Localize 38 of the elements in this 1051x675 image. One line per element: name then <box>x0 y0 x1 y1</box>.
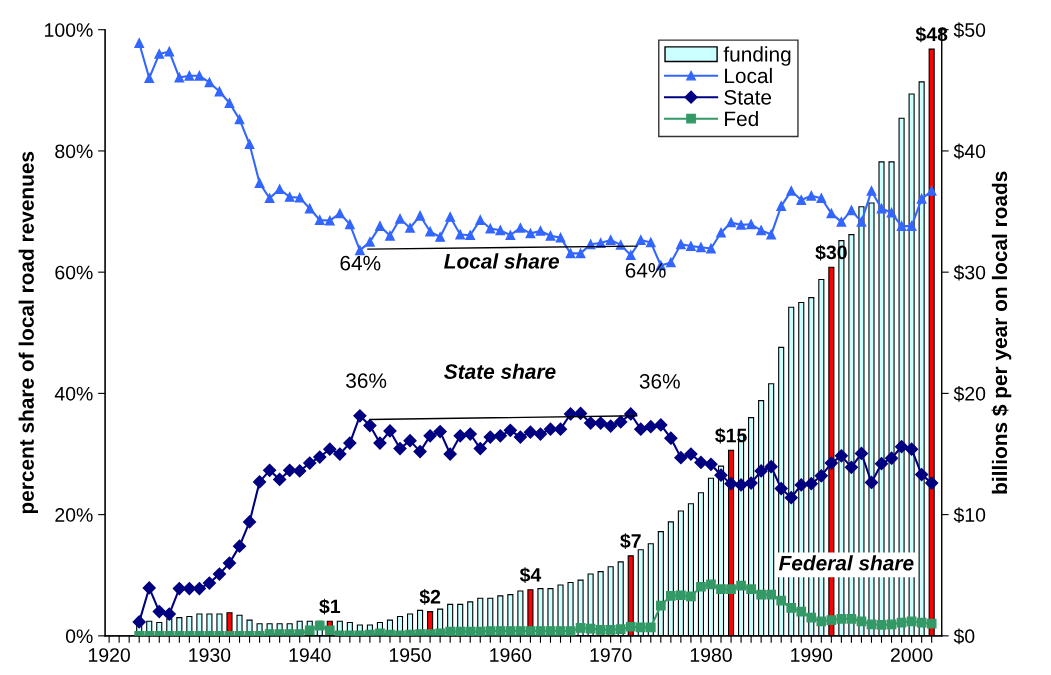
annotation: Federal share <box>778 555 914 571</box>
x-tick-label: 1930 <box>189 648 231 662</box>
data-label: $2 <box>419 588 441 605</box>
data-label: $7 <box>620 533 641 550</box>
x-tick-label: 1950 <box>389 648 431 662</box>
legend-label: funding <box>723 46 791 66</box>
annotation: 36% <box>639 373 680 389</box>
y-tick-label: 0% <box>65 629 93 644</box>
y-tick-label: 80% <box>55 144 93 159</box>
legend-label: State <box>724 89 772 105</box>
legend-label: Local <box>725 67 772 84</box>
y2-tick-label: $20 <box>953 386 986 402</box>
data-label: $4 <box>519 567 542 584</box>
y-axis-title: percent share of local road revenues <box>18 151 39 514</box>
annotation: Local share <box>444 253 559 269</box>
x-tick-label: 1960 <box>490 648 532 662</box>
y2-tick-label: $50 <box>953 22 986 39</box>
x-tick-label: 1920 <box>88 648 130 662</box>
y2-tick-label: $0 <box>953 628 975 645</box>
x-tick-label: 1940 <box>289 648 331 662</box>
legend-label: Fed <box>725 110 758 127</box>
annotation: 64% <box>625 263 666 278</box>
annotation: 64% <box>340 255 381 271</box>
y-tick-label: 40% <box>54 386 93 401</box>
y-tick-label: 100% <box>45 23 93 37</box>
data-label: $1 <box>319 598 341 615</box>
annotation: State share <box>444 363 556 379</box>
y2-tick-label: $40 <box>953 143 986 160</box>
y2-tick-label: $10 <box>953 507 986 524</box>
y-tick-label: 20% <box>55 508 93 522</box>
y2-axis-title: billions $ per year on local roads <box>991 171 1012 494</box>
x-tick-label: 2000 <box>890 648 933 662</box>
y-tick-label: 60% <box>55 265 93 280</box>
x-tick-label: 1970 <box>590 648 632 662</box>
annotation: 36% <box>346 373 387 389</box>
x-tick-label: 1980 <box>690 648 732 662</box>
x-tick-label: 1990 <box>791 648 833 662</box>
y2-tick-label: $30 <box>953 264 986 281</box>
